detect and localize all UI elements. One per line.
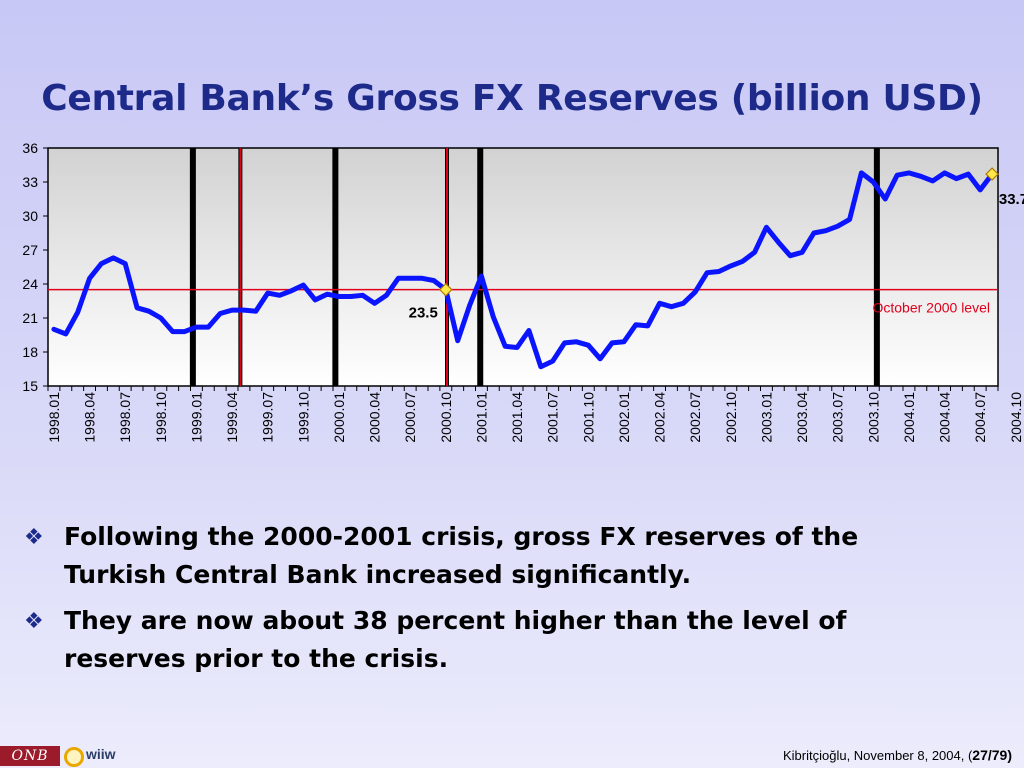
data-label: 33.7 [999, 191, 1024, 208]
x-tick-label: 2003.07 [830, 392, 846, 443]
x-tick-label: 2002.01 [616, 392, 632, 443]
bullet-text: Following the 2000-2001 crisis, gross FX… [64, 522, 859, 589]
x-tick-label: 1999.07 [260, 392, 276, 443]
reserves-line-chart: October 2000 level 15 18 21 24 27 30 33 36 1998… [22, 140, 1024, 443]
x-tick-label: 2002.04 [652, 392, 668, 443]
four-leaf-diamond-icon: ❖ [24, 608, 44, 633]
data-label: 23.5 [409, 305, 438, 322]
data-marker-diamond [985, 167, 999, 181]
x-tick-label: 2004.04 [937, 392, 953, 443]
y-tick-label: 27 [22, 242, 38, 258]
x-tick-label: 2004.07 [972, 392, 988, 443]
onb-logo: ONB [0, 746, 60, 766]
x-tick-label: 2001.07 [545, 392, 561, 443]
x-tick-label: 2003.04 [794, 392, 810, 443]
reserves-series-line [51, 170, 995, 370]
x-tick-label: 2000.10 [438, 392, 454, 443]
x-tick-label: 1998.10 [153, 392, 169, 443]
y-tick-label: 15 [22, 378, 38, 394]
y-tick-label: 33 [22, 174, 38, 190]
bullet-item: ❖ Following the 2000-2001 crisis, gross … [22, 518, 1002, 594]
x-tick-label: 1998.04 [82, 392, 98, 443]
x-tick-label: 1999.10 [295, 392, 311, 443]
footer-citation: Kibritçioğlu, November 8, 2004, (27/79) [783, 747, 1012, 763]
x-tick-label: 1998.01 [46, 392, 62, 443]
x-tick-label: 2001.04 [509, 392, 525, 443]
bullet-list: ❖ Following the 2000-2001 crisis, gross … [22, 518, 1002, 686]
four-leaf-diamond-icon: ❖ [24, 524, 44, 549]
y-tick-label: 21 [22, 310, 38, 326]
wiiw-ring-icon [64, 747, 84, 767]
x-tick-label: 1999.04 [224, 392, 240, 443]
x-tick-label: 2001.10 [580, 392, 596, 443]
x-tick-label: 2002.10 [723, 392, 739, 443]
x-tick-label: 2002.07 [687, 392, 703, 443]
y-tick-label: 24 [22, 276, 38, 292]
plot-area [47, 147, 999, 387]
x-tick-label: 1999.01 [188, 392, 204, 443]
x-tick-label: 2000.01 [331, 392, 347, 443]
x-tick-label: 2003.10 [865, 392, 881, 443]
x-tick-label: 2004.10 [1008, 392, 1024, 443]
y-tick-label: 36 [22, 140, 38, 156]
x-tick-label: 2003.01 [758, 392, 774, 443]
y-tick-label: 30 [22, 208, 38, 224]
footer-author-date: Kibritçioğlu, November 8, 2004, ( [782, 748, 973, 763]
x-tick-label: 2000.04 [367, 392, 383, 443]
wiiw-logo: wiiw [86, 746, 116, 762]
page-title: Central Bank’s Gross FX Reserves (billio… [41, 78, 983, 119]
x-tick-label: 2004.01 [901, 392, 917, 443]
data-marker-diamond [438, 282, 453, 297]
y-tick-label: 18 [22, 344, 38, 360]
reference-line-label: October 2000 level [872, 300, 990, 316]
x-tick-label: 2000.07 [402, 392, 418, 443]
bullet-item: ❖ They are now about 38 percent higher t… [22, 602, 1002, 678]
x-tick-label: 2001.01 [473, 392, 489, 443]
x-tick-label: 1998.07 [117, 392, 133, 443]
bullet-text: They are now about 38 percent higher tha… [64, 606, 847, 673]
footer-page-number: 27/79) [972, 747, 1012, 763]
